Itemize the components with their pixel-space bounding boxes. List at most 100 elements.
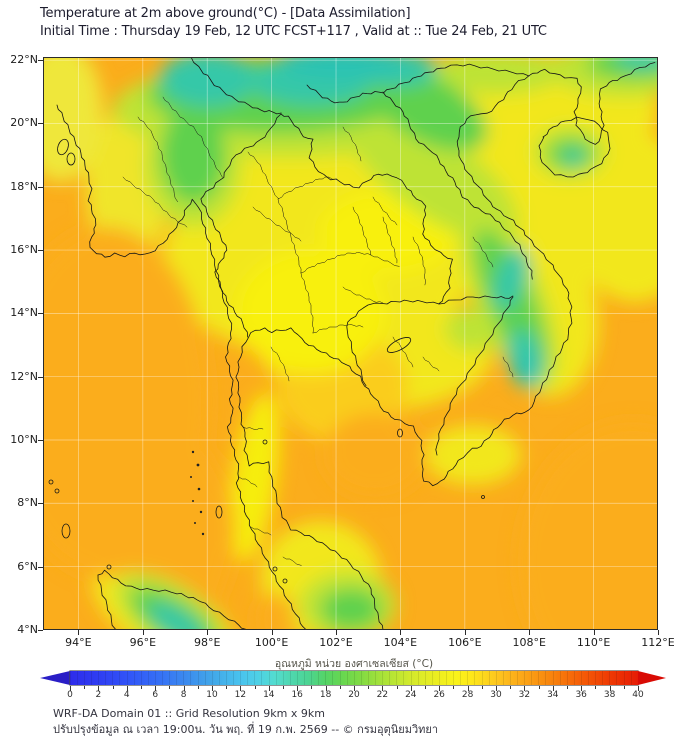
lon-tick-label: 100°E [254,636,289,649]
colorbar-tick-mark [467,686,469,691]
lon-tick-mark [658,630,660,635]
colorbar-tick-mark [212,686,213,691]
lat-tick-label: 6°N [17,559,38,573]
colorbar-tick-mark [70,686,71,691]
colorbar-tick-label: 6 [152,690,159,700]
colorbar-tick-mark [339,686,341,689]
colorbar-tick-mark [496,686,497,691]
colorbar-tick-mark [481,686,483,689]
colorbar-tick-mark [197,686,199,689]
colorbar-tick-mark [623,686,625,689]
colorbar-tick-label: 2 [95,690,102,700]
lon-tick-label: 98°E [193,636,221,649]
colorbar-tick-mark [581,686,583,691]
colorbar-tick-label: 12 [234,690,247,700]
colorbar-tick-mark [226,686,228,689]
colorbar-tick-mark [410,686,412,691]
lat-tick-label: 10°N [10,432,38,446]
colorbar-tick-mark [297,686,299,691]
lat-tick-mark [38,376,43,378]
map-subtitle: Initial Time : Thursday 19 Feb, 12 UTC F… [40,24,547,39]
colorbar-tick-label: 28 [461,690,474,700]
colorbar-overflow-arrow [638,671,666,685]
lat-tick-label: 18°N [10,179,38,193]
lon-tick-mark [207,630,209,635]
colorbar-tick-mark [311,686,313,689]
colorbar-tick-mark [169,686,171,689]
colorbar-tick-label: 24 [405,690,417,700]
colorbar-tick-mark [325,686,327,691]
lat-tick-mark [38,439,43,441]
colorbar-tick-label: 18 [319,690,332,700]
colorbar-tick-mark [538,686,540,689]
colorbar-tick-mark [112,686,114,689]
colorbar-tick-label: 10 [206,690,218,700]
colorbar-tick-mark [98,686,100,691]
colorbar-tick-mark [268,686,270,691]
lon-tick-label: 110°E [576,636,611,649]
lat-tick-label: 12°N [10,369,38,383]
colorbar-tick-mark [609,686,611,691]
lat-tick-label: 16°N [10,243,38,257]
temperature-field-blobs [43,57,658,630]
lon-tick-label: 106°E [448,636,482,649]
temperature-map [43,57,658,630]
colorbar-tick-mark [183,686,185,691]
colorbar-tick-mark [595,686,597,689]
country-borders [48,57,656,630]
colorbar-tick-label: 16 [291,690,303,700]
lon-tick-mark [464,630,466,635]
lon-tick-label: 112°E [641,636,675,649]
colorbar-tick-mark [510,686,512,689]
colorbar-tick-mark [439,686,441,691]
lon-tick-mark [271,630,273,635]
colorbar-tick-label: 26 [433,690,445,700]
lon-tick-label: 94°E [65,636,92,649]
colorbar-tick-mark [126,686,128,691]
lat-tick-label: 20°N [10,116,38,130]
lat-tick-label: 22°N [10,53,38,67]
colorbar-tick-label: 14 [263,690,275,700]
archipelago-dots [190,450,205,536]
colorbar-tick-mark [552,686,554,691]
colorbar-underflow-arrow [40,671,70,685]
colorbar-tick-mark [155,686,157,691]
colorbar-tick-mark [425,686,426,689]
colorbar-tick-mark [141,686,142,689]
footer-domain-info: WRF-DA Domain 01 :: Grid Resolution 9km … [53,707,325,720]
colorbar-tick-mark [368,686,370,689]
colorbar-tick-label: 20 [348,690,360,700]
map-canvas [43,57,658,630]
lat-tick-label: 14°N [10,306,38,320]
colorbar-label: อุณหภูมิ หน่วย องศาเซลเซียส (°C) [274,658,434,670]
lat-tick-mark [38,123,43,125]
map-title: Temperature at 2m above ground(°C) - [Da… [40,6,411,21]
lon-tick-label: 104°E [383,636,418,649]
lat-tick-mark [38,60,43,62]
colorbar-tick-label: 4 [123,690,130,700]
footer: WRF-DA Domain 01 :: Grid Resolution 9km … [53,706,438,738]
lon-tick-mark [78,630,80,635]
lat-tick-mark [38,629,43,631]
colorbar-tick-label: 30 [490,690,502,700]
colorbar-tick-mark [524,686,526,691]
colorbar-gradient [70,671,638,685]
colorbar-tick-label: 38 [603,690,616,700]
colorbar-tick-mark [638,686,639,691]
colorbar-tick-label: 34 [547,690,559,700]
colorbar-tick-mark [567,686,568,689]
colorbar-tick-mark [283,686,284,689]
lat-tick-mark [38,566,43,568]
lat-tick-mark [38,250,43,252]
lon-tick-label: 96°E [129,636,157,649]
lat-tick-mark [38,186,43,188]
colorbar-tick-mark [382,686,384,691]
colorbar-tick-mark [84,686,86,689]
colorbar-tick-label: 0 [67,690,73,700]
lon-tick-label: 102°E [319,636,353,649]
colorbar-tick-label: 40 [632,690,644,700]
lon-tick-mark [142,630,144,635]
title-block: Temperature at 2m above ground(°C) - [Da… [40,5,666,41]
colorbar-tick-label: 8 [180,690,187,700]
